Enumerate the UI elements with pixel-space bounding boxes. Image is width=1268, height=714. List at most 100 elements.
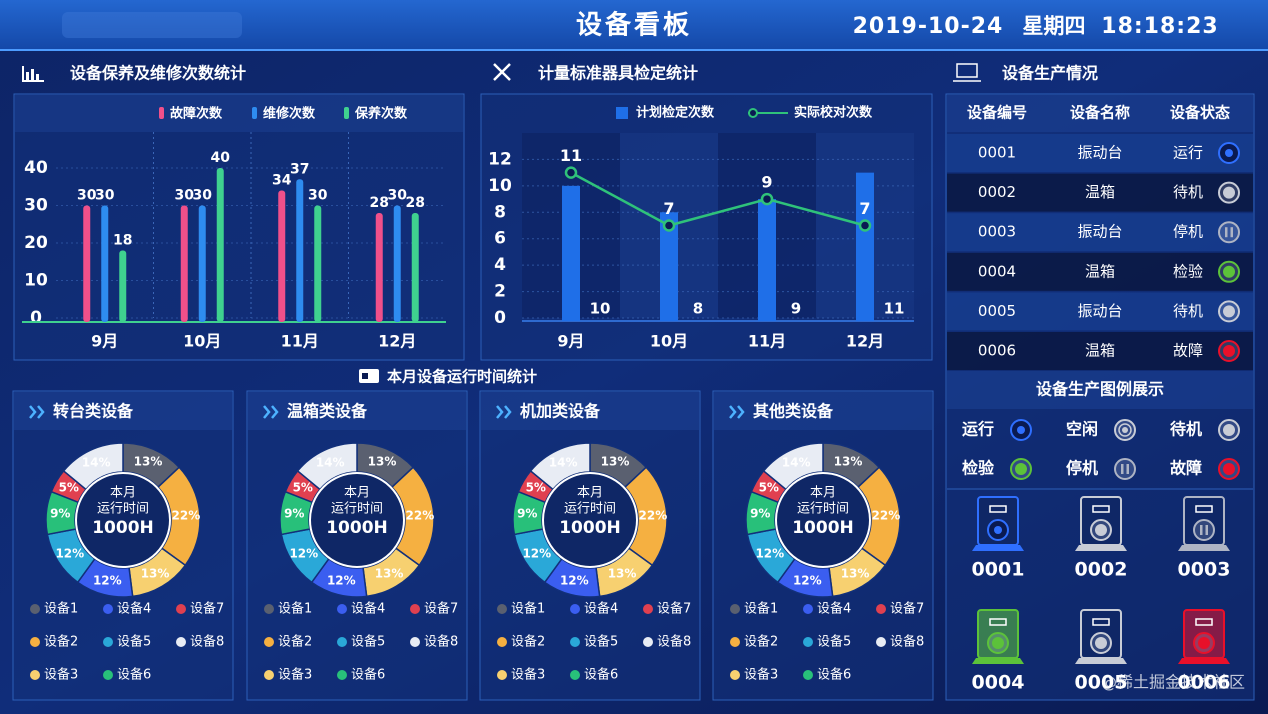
legend-label: 故障 [1170, 459, 1202, 478]
line-point [564, 166, 578, 179]
legend-marker [497, 604, 507, 614]
device-label: 0002 [1075, 559, 1128, 581]
table-header: 设备状态 [1170, 104, 1230, 122]
legend-label: 设备3 [44, 667, 78, 683]
y-tick-label: 8 [494, 202, 506, 222]
value-label: 12% [560, 574, 589, 588]
y-tick-label: 0 [30, 308, 42, 328]
donut-hole [75, 472, 171, 568]
legend-label: 设备7 [424, 601, 458, 617]
value-label: 7 [663, 199, 674, 218]
legend-marker [803, 604, 813, 614]
value-label: 13% [834, 455, 863, 469]
x-tick-label: 11月 [748, 332, 786, 351]
time: 18:18:23 [1101, 14, 1218, 39]
device-base [1178, 545, 1230, 551]
status-icon-core [1121, 464, 1124, 474]
chevron-icon [263, 405, 279, 419]
tool-icon [493, 63, 511, 81]
legend-marker [103, 670, 113, 680]
legend-marker [176, 637, 186, 647]
legend-label: 故障次数 [170, 106, 223, 122]
table-header: 设备名称 [1070, 104, 1130, 122]
legend-marker [803, 670, 813, 680]
value-label: 34 [272, 173, 292, 189]
legend-marker [730, 670, 740, 680]
status-icon-core [1126, 464, 1129, 474]
center-label: 1000H [92, 518, 154, 538]
bar [101, 205, 109, 322]
legend-title: 设备生产图例展示 [1036, 380, 1164, 399]
chart-title: 计量标准器具检定统计 [538, 64, 698, 83]
table-cell: 振动台 [1077, 144, 1122, 162]
bar [278, 190, 286, 322]
card-title: 温箱类设备 [286, 402, 368, 421]
legend-label: 设备2 [744, 634, 778, 650]
legend-label: 维修次数 [263, 106, 316, 122]
center-label: 本月 [577, 486, 603, 501]
bar [393, 205, 401, 322]
value-label: 9 [791, 300, 801, 318]
device-base [972, 545, 1024, 551]
legend-label: 设备6 [351, 667, 385, 683]
value-label: 11 [560, 146, 582, 165]
legend-marker [497, 637, 507, 647]
status-icon-core [1198, 637, 1210, 649]
card-header [481, 392, 699, 430]
line-point [760, 192, 774, 206]
legend-label: 设备1 [44, 601, 78, 617]
legend-label: 设备6 [817, 667, 851, 683]
chart-title: 设备保养及维修次数统计 [70, 64, 246, 83]
y-tick-label: 2 [494, 282, 506, 302]
chevron-icon [29, 405, 45, 419]
value-label: 10 [590, 300, 611, 318]
device-window [1092, 505, 1110, 513]
card-header [14, 392, 232, 430]
legend-marker [570, 604, 580, 614]
table-cell: 振动台 [1077, 223, 1122, 241]
legend-marker [570, 637, 580, 647]
bar [216, 168, 224, 322]
value-label: 13% [841, 567, 870, 581]
bar [198, 205, 206, 322]
status-icon-core [1095, 524, 1107, 536]
value-label: 5% [526, 480, 546, 494]
legend-marker [103, 637, 113, 647]
watermark: @稀土掘金技术社区 [1101, 673, 1245, 692]
legend-label: 检验 [962, 459, 995, 478]
chevron-icon [729, 405, 745, 419]
value-label: 12% [289, 546, 318, 560]
legend-label: 设备5 [351, 634, 385, 650]
table-header: 设备编号 [967, 104, 1027, 122]
legend-label: 设备4 [584, 601, 618, 617]
value-label: 9 [761, 173, 772, 192]
weekday: 星期四 [1023, 14, 1086, 38]
legend-marker [570, 670, 580, 680]
value-label: 22% [639, 509, 668, 523]
status-icon-core [1223, 186, 1235, 199]
x-tick-label: 11月 [281, 332, 319, 351]
card-title: 机加类设备 [520, 402, 601, 421]
table-cell: 振动台 [1077, 302, 1122, 320]
legend-label: 设备4 [117, 601, 151, 617]
value-label: 8 [693, 300, 703, 318]
legend-marker [344, 107, 349, 119]
x-tick-label: 10月 [650, 332, 688, 351]
legend-label: 设备7 [657, 601, 691, 617]
bar [296, 179, 304, 322]
device-base [972, 658, 1024, 664]
y-tick-label: 20 [24, 233, 48, 253]
legend-marker [803, 637, 813, 647]
page-title: 设备看板 [576, 11, 692, 41]
legend-marker [30, 637, 40, 647]
legend-label: 设备4 [817, 601, 851, 617]
status-icon [1193, 519, 1215, 541]
status-icon-core [1225, 227, 1228, 238]
donut-segment [296, 442, 358, 491]
device-window [989, 505, 1007, 513]
line-point [858, 219, 872, 232]
table-cell: 温箱 [1085, 183, 1115, 201]
center-label: 运行时间 [97, 502, 149, 517]
value-label: 22% [172, 509, 201, 523]
legend-label: 设备1 [278, 601, 312, 617]
